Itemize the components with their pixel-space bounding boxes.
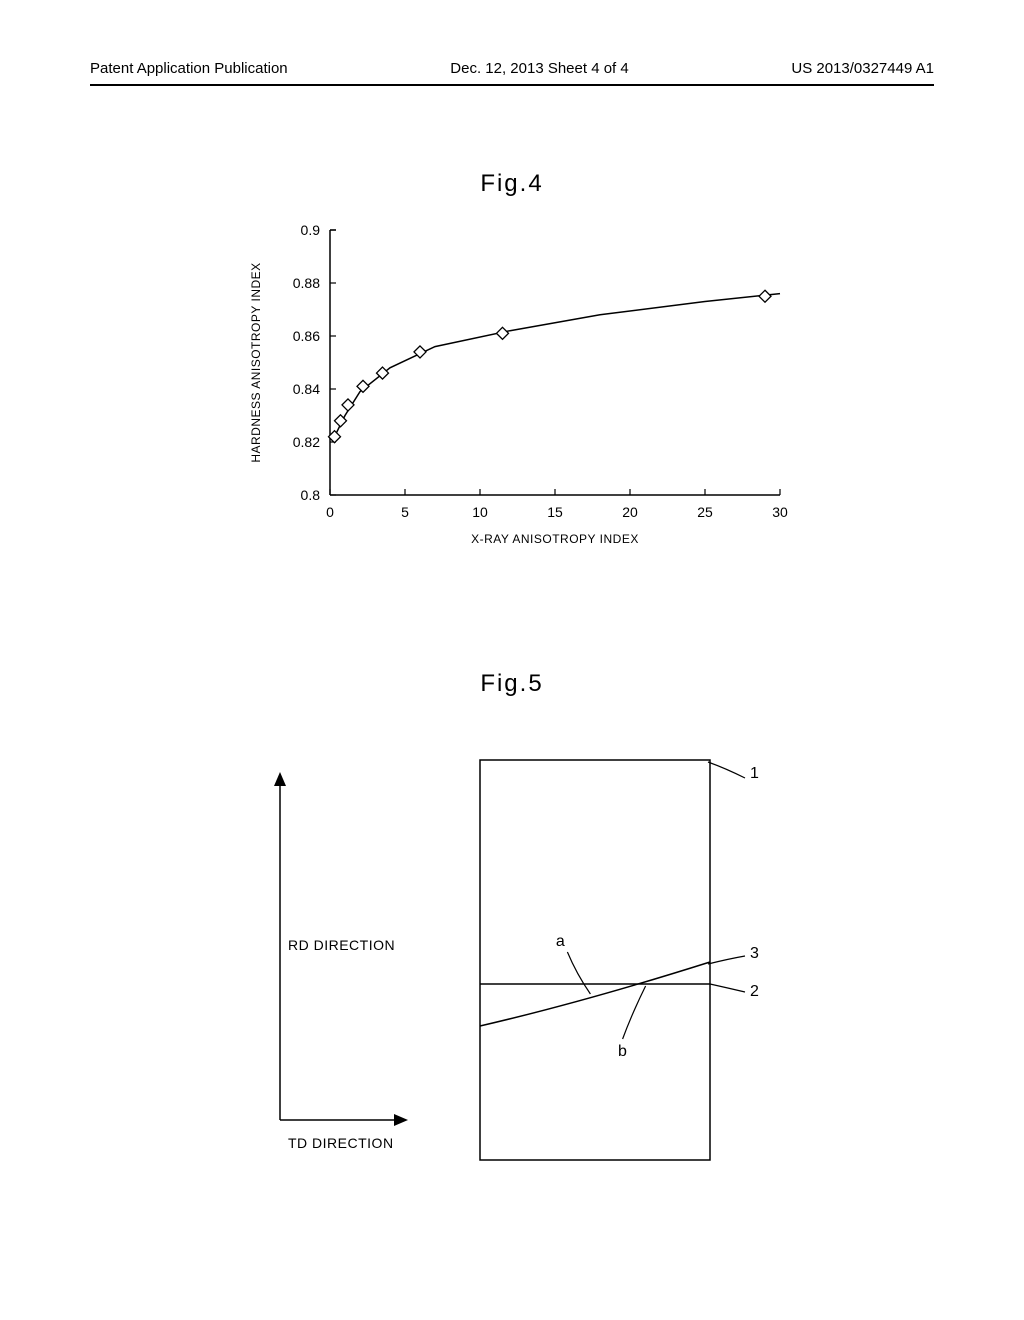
svg-text:0.8: 0.8 xyxy=(301,487,321,503)
fig5-title: Fig.5 xyxy=(0,670,1024,698)
fig5-svg: RD DIRECTION TD DIRECTION a b 1 3 2 xyxy=(220,740,820,1220)
header-center: Dec. 12, 2013 Sheet 4 of 4 xyxy=(450,60,628,77)
svg-text:0: 0 xyxy=(326,504,334,520)
svg-text:0.82: 0.82 xyxy=(293,434,320,450)
svg-text:0.84: 0.84 xyxy=(293,381,320,397)
header-right: US 2013/0327449 A1 xyxy=(791,60,934,77)
svg-text:TD DIRECTION: TD DIRECTION xyxy=(288,1135,394,1151)
svg-text:b: b xyxy=(618,1043,627,1060)
svg-text:X-RAY ANISOTROPY INDEX: X-RAY ANISOTROPY INDEX xyxy=(471,532,639,546)
svg-text:25: 25 xyxy=(697,504,713,520)
fig4-title: Fig.4 xyxy=(0,170,1024,198)
svg-text:10: 10 xyxy=(472,504,488,520)
svg-text:5: 5 xyxy=(401,504,409,520)
fig4-chart: 0 5 10 15 20 25 30 0.8 0.82 0.84 0.86 0.88 0.9 X-RAY … xyxy=(240,215,800,565)
svg-text:0.9: 0.9 xyxy=(301,222,321,238)
svg-text:1: 1 xyxy=(750,765,759,782)
fig4-svg: 0 5 10 15 20 25 30 0.8 0.82 0.84 0.86 0.88 0.9 X-RAY … xyxy=(240,215,800,565)
svg-text:0.88: 0.88 xyxy=(293,275,320,291)
page-header: Patent Application Publication Dec. 12, … xyxy=(0,60,1024,77)
svg-text:30: 30 xyxy=(772,504,788,520)
svg-text:2: 2 xyxy=(750,983,759,1000)
svg-text:20: 20 xyxy=(622,504,638,520)
svg-text:HARDNESS ANISOTROPY INDEX: HARDNESS ANISOTROPY INDEX xyxy=(249,262,263,462)
header-divider xyxy=(90,84,934,86)
svg-text:15: 15 xyxy=(547,504,563,520)
svg-text:3: 3 xyxy=(750,945,759,962)
header-left: Patent Application Publication xyxy=(90,60,288,77)
fig5-diagram: RD DIRECTION TD DIRECTION a b 1 3 2 xyxy=(220,740,820,1220)
svg-text:a: a xyxy=(556,933,565,950)
svg-text:RD DIRECTION: RD DIRECTION xyxy=(288,937,395,953)
svg-text:0.86: 0.86 xyxy=(293,328,320,344)
